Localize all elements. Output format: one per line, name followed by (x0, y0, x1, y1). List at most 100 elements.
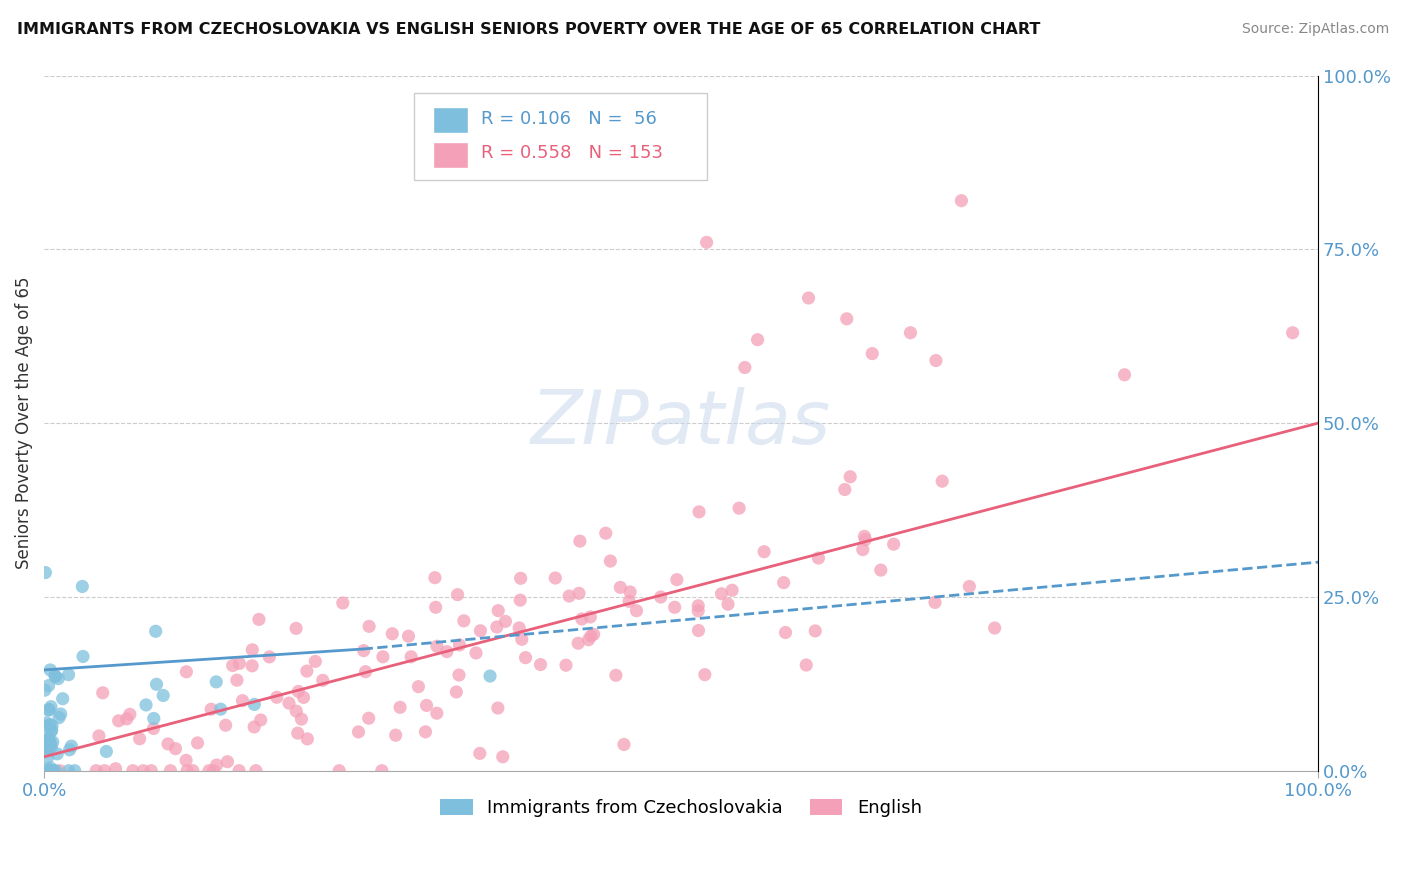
FancyBboxPatch shape (433, 142, 468, 168)
Point (807, 551, 830, 566)
Point (834, 483, 856, 497)
Point (118, 707, 141, 722)
Point (354, 665, 377, 679)
Point (688, 604, 710, 618)
Point (58, 667, 80, 681)
Point (165, 741, 187, 756)
Point (835, 311, 858, 326)
Point (93, 764, 115, 778)
Point (104, 762, 127, 776)
Text: Source: ZipAtlas.com: Source: ZipAtlas.com (1241, 22, 1389, 37)
Point (41, 723, 63, 738)
Point (568, 586, 591, 600)
Point (446, 588, 468, 602)
Point (44, 670, 66, 684)
Point (46, 672, 69, 686)
Point (297, 731, 319, 746)
Point (228, 764, 250, 778)
Point (665, 573, 688, 587)
Point (415, 698, 437, 713)
Point (174, 753, 197, 767)
Point (159, 764, 181, 778)
Point (931, 474, 953, 488)
Point (42, 764, 65, 778)
Point (869, 563, 891, 577)
Point (290, 712, 312, 726)
Point (650, 590, 672, 604)
Point (747, 333, 769, 347)
Point (295, 664, 318, 678)
Point (176, 764, 198, 778)
Point (389, 700, 412, 714)
Point (247, 612, 270, 626)
Point (609, 580, 631, 594)
Point (35, 739, 58, 754)
Point (619, 585, 641, 599)
Point (568, 534, 591, 549)
Point (446, 685, 468, 699)
Point (34, 719, 56, 733)
Point (510, 632, 533, 647)
Point (152, 689, 174, 703)
Point (35, 732, 58, 747)
Point (357, 711, 380, 725)
Point (38, 735, 60, 749)
Point (142, 722, 165, 736)
FancyBboxPatch shape (433, 107, 468, 133)
Point (205, 758, 228, 772)
Point (734, 360, 756, 375)
Point (39, 764, 62, 778)
Point (243, 698, 266, 712)
Point (249, 713, 271, 727)
Point (39, 739, 62, 754)
Point (509, 571, 531, 585)
Point (214, 718, 236, 732)
Point (371, 764, 394, 778)
Point (39, 761, 62, 775)
Point (34, 739, 56, 754)
Point (217, 755, 239, 769)
Point (398, 629, 420, 643)
Point (49, 764, 72, 778)
Point (200, 702, 222, 716)
Point (423, 571, 446, 585)
Point (186, 736, 208, 750)
Point (449, 638, 471, 652)
Point (693, 667, 716, 681)
Point (135, 698, 157, 712)
Point (426, 640, 449, 654)
Point (468, 747, 491, 761)
Point (425, 600, 447, 615)
Y-axis label: Seniors Poverty Over the Age of 65: Seniors Poverty Over the Age of 65 (15, 277, 32, 569)
Point (578, 632, 600, 647)
Point (579, 610, 602, 624)
Point (426, 706, 449, 721)
Point (156, 737, 179, 751)
Point (509, 593, 531, 607)
Point (87, 729, 110, 743)
Point (96, 744, 118, 758)
Point (39, 699, 62, 714)
Point (688, 505, 710, 519)
Point (34, 566, 56, 580)
Point (198, 764, 221, 778)
Point (1281, 326, 1303, 340)
Point (582, 627, 605, 641)
Point (39, 736, 62, 750)
Point (221, 658, 243, 673)
Point (860, 346, 883, 360)
Point (508, 621, 530, 635)
Point (381, 626, 404, 640)
Point (145, 677, 167, 691)
Point (259, 649, 281, 664)
Point (128, 731, 150, 746)
Point (517, 159, 540, 173)
Point (804, 624, 827, 638)
Point (436, 645, 458, 659)
Legend: Immigrants from Czechoslovakia, English: Immigrants from Czechoslovakia, English (433, 791, 929, 824)
Point (558, 589, 581, 603)
Point (205, 674, 228, 689)
Point (181, 764, 204, 778)
Text: ZIPatlas: ZIPatlas (531, 387, 831, 459)
Point (447, 668, 470, 682)
